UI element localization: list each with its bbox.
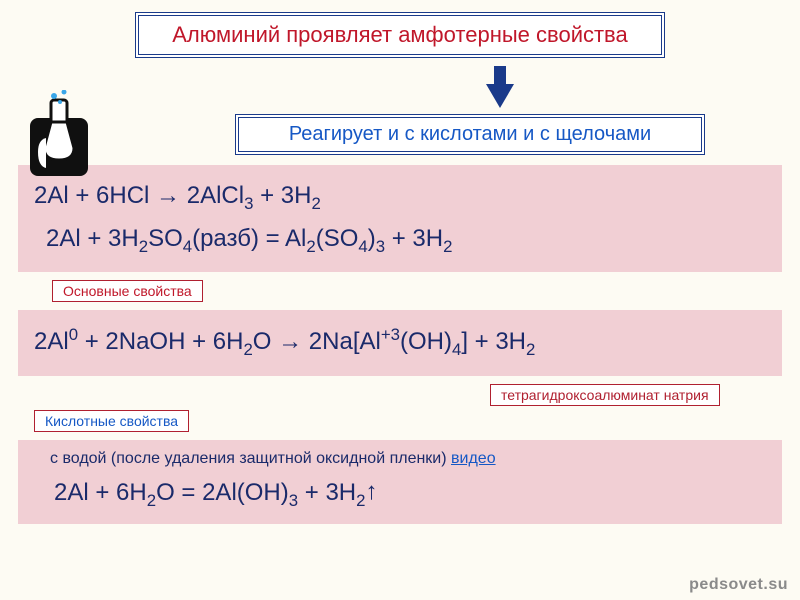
label-tetrahydroxo: тетрагидроксоалюминат натрия bbox=[490, 384, 720, 406]
flask-in-hand-icon bbox=[24, 90, 94, 180]
labels-row: тетрагидроксоалюминат натрия bbox=[52, 382, 782, 408]
subtitle-box: Реагирует и с кислотами и с щелочами bbox=[235, 114, 705, 155]
equation-block-alkali: 2Al0 + 2NaOH + 6H2O → 2Na[Al+3(OH)4] + 3… bbox=[18, 310, 782, 376]
label-acid-properties: Кислотные свойства bbox=[34, 410, 189, 432]
title-text: Алюминий проявляет амфотерные свойства bbox=[172, 22, 627, 47]
equation-block-acids: 2Al + 6HCl → 2AlCl3 + 3H2 2Al + 3H2SO4(р… bbox=[18, 165, 782, 272]
equation-1: 2Al + 6HCl → 2AlCl3 + 3H2 bbox=[34, 177, 766, 218]
equation-2: 2Al + 3H2SO4(разб) = Al2(SO4)3 + 3H2 bbox=[34, 220, 766, 261]
label-acid-text: Кислотные свойства bbox=[45, 413, 178, 429]
label-basic-text: Основные свойства bbox=[63, 283, 192, 299]
label-tetra-text: тетрагидроксоалюминат натрия bbox=[501, 387, 709, 403]
video-link[interactable]: видео bbox=[451, 450, 496, 467]
watermark: pedsovet.su bbox=[689, 576, 788, 594]
note-prefix: с водой (после удаления защитной оксидно… bbox=[50, 450, 451, 467]
slide-root: Алюминий проявляет амфотерные свойства Р… bbox=[0, 0, 800, 600]
water-note: с водой (после удаления защитной оксидно… bbox=[34, 446, 766, 472]
subtitle-text: Реагирует и с кислотами и с щелочами bbox=[289, 123, 651, 145]
equation-block-water: с водой (после удаления защитной оксидно… bbox=[18, 440, 782, 524]
equation-3: 2Al0 + 2NaOH + 6H2O → 2Na[Al+3(OH)4] + 3… bbox=[34, 322, 766, 364]
title-box: Алюминий проявляет амфотерные свойства bbox=[135, 12, 665, 58]
arrow-down bbox=[218, 66, 782, 108]
label-basic-properties: Основные свойства bbox=[52, 280, 203, 302]
equation-4: 2Al + 6H2O = 2Al(OH)3 + 3H2↑ bbox=[34, 474, 766, 515]
